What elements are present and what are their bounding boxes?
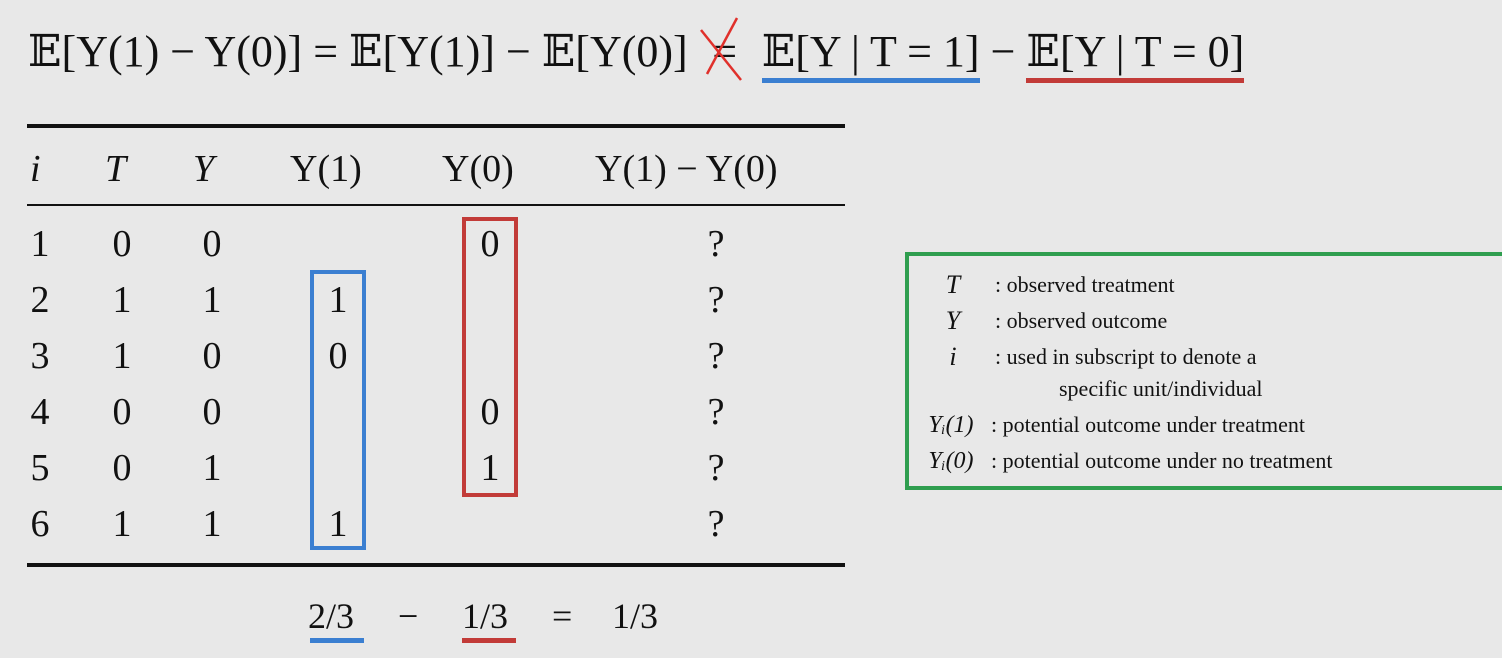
cell-y0: 0: [480, 223, 500, 265]
treated-mean-underline: [310, 638, 364, 643]
term-treated: 𝔼[Y | T = 1]: [761, 27, 980, 83]
term-control: 𝔼[Y | T = 0]: [1026, 27, 1245, 83]
table-header-rule: [27, 204, 845, 206]
equation-minus: −: [990, 27, 1016, 76]
cell-y: 1: [202, 447, 222, 489]
cell-i: 3: [30, 335, 50, 377]
cell-i: 6: [30, 503, 50, 545]
header-i: i: [30, 148, 41, 190]
cell-y0: 1: [480, 447, 500, 489]
equation: 𝔼[Y(1) − Y(0)] = 𝔼[Y(1)] − 𝔼[Y(0)] = 𝔼[Y…: [28, 17, 1245, 83]
legend-text: : observed outcome: [995, 308, 1168, 333]
legend-text-continuation: specific unit/individual: [1059, 376, 1263, 401]
cell-t: 1: [112, 503, 132, 545]
cell-diff: ?: [707, 335, 725, 377]
control-mean: 1/3: [462, 596, 509, 636]
header-y: Y: [193, 148, 215, 190]
legend-text: : used in subscript to denote a: [995, 344, 1257, 369]
header-t: T: [105, 148, 127, 190]
cell-y: 1: [202, 279, 222, 321]
header-diff: Y(1) − Y(0): [595, 148, 778, 190]
table-top-rule: [27, 124, 845, 128]
cell-y: 1: [202, 503, 222, 545]
cell-y: 0: [202, 391, 222, 433]
legend-symbol: T: [945, 270, 961, 299]
legend-symbol: Y: [945, 306, 961, 335]
summary-equals: =: [552, 596, 573, 636]
ate-result: 1/3: [612, 596, 659, 636]
cell-i: 5: [30, 447, 50, 489]
legend-symbol: Yᵢ(0): [928, 448, 974, 474]
cell-y: 0: [202, 335, 222, 377]
control-outcomes-box: [462, 217, 518, 497]
cell-y1: 1: [328, 503, 348, 545]
crossed-out-equals: =: [699, 17, 751, 82]
treated-outcomes-box: [310, 270, 366, 550]
cell-diff: ?: [707, 223, 725, 265]
cell-diff: ?: [707, 447, 725, 489]
header-y1: Y(1): [290, 148, 362, 190]
legend-text: : observed treatment: [995, 272, 1175, 297]
cell-diff: ?: [707, 391, 725, 433]
legend-text: : potential outcome under no treatment: [991, 448, 1333, 473]
cell-y1: 1: [328, 279, 348, 321]
notation-legend: T : observed treatment Y : observed outc…: [905, 252, 1502, 490]
cross-out-icon: [699, 17, 742, 81]
cell-diff: ?: [707, 503, 725, 545]
treated-mean: 2/3: [308, 596, 355, 636]
cell-t: 0: [112, 223, 132, 265]
legend-text: : potential outcome under treatment: [991, 412, 1306, 437]
summary-minus: −: [398, 596, 419, 636]
equation-lhs: 𝔼[Y(1) − Y(0)]: [28, 27, 303, 76]
cell-t: 0: [112, 391, 132, 433]
table-bottom-rule: [27, 563, 845, 567]
cell-t: 1: [112, 335, 132, 377]
legend-symbol: Yᵢ(1): [928, 412, 974, 438]
cell-y0: 0: [480, 391, 500, 433]
cell-diff: ?: [707, 279, 725, 321]
cell-i: 4: [30, 391, 50, 433]
control-mean-underline: [462, 638, 516, 643]
header-y0: Y(0): [442, 148, 514, 190]
cell-t: 1: [112, 279, 132, 321]
cell-i: 1: [30, 223, 50, 265]
legend-symbol: i: [949, 342, 957, 371]
cell-y: 0: [202, 223, 222, 265]
cell-t: 0: [112, 447, 132, 489]
equation-mid: 𝔼[Y(1)] − 𝔼[Y(0)]: [349, 27, 688, 76]
cell-i: 2: [30, 279, 50, 321]
equation-equals: =: [313, 27, 339, 76]
cell-y1: 0: [328, 335, 348, 377]
